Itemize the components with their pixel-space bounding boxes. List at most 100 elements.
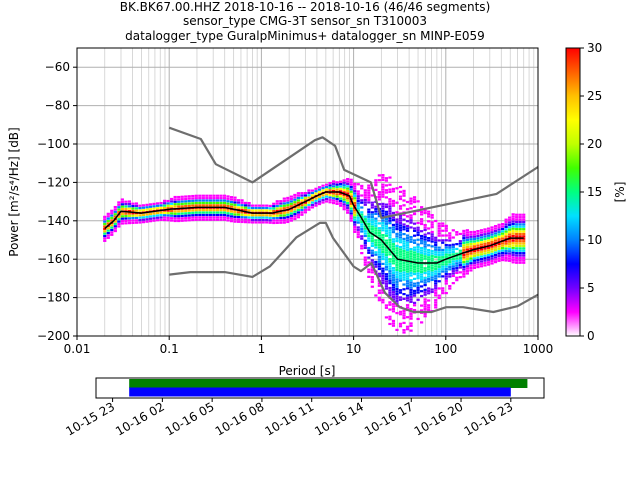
- density-cell: [391, 271, 396, 275]
- density-cell: [367, 270, 371, 274]
- density-cell: [420, 268, 424, 271]
- density-cell: [134, 209, 139, 212]
- density-cell: [423, 293, 427, 296]
- density-cell: [282, 199, 286, 203]
- density-cell: [212, 201, 216, 205]
- density-cell: [328, 198, 332, 201]
- density-cell: [170, 205, 174, 208]
- density-cell: [360, 230, 364, 233]
- density-cell: [243, 201, 248, 205]
- density-cell: [103, 225, 107, 228]
- density-cell: [268, 214, 272, 217]
- density-cell: [381, 301, 385, 304]
- density-cell: [469, 245, 473, 248]
- density-cell: [465, 248, 469, 251]
- density-cell: [247, 221, 251, 224]
- density-cell: [363, 189, 367, 192]
- density-cell: [430, 278, 434, 282]
- density-cell: [405, 208, 410, 211]
- density-cell: [243, 213, 248, 217]
- density-cell: [402, 314, 406, 317]
- density-cell: [127, 205, 131, 208]
- density-cell: [427, 251, 431, 254]
- density-cell: [377, 263, 381, 266]
- density-cell: [412, 256, 417, 259]
- density-cell: [448, 285, 452, 288]
- density-cell: [412, 308, 417, 312]
- density-cell: [265, 209, 269, 212]
- density-cell: [448, 273, 452, 276]
- density-cell: [398, 229, 403, 232]
- density-cell: [402, 331, 406, 334]
- density-cell: [261, 216, 265, 219]
- density-cell: [377, 246, 381, 249]
- density-cell: [522, 247, 526, 250]
- density-cell: [363, 196, 367, 199]
- density-cell: [138, 207, 142, 210]
- density-cell: [226, 212, 230, 215]
- density-cell: [515, 256, 519, 260]
- density-cell: [409, 271, 413, 275]
- density-cell: [388, 243, 392, 246]
- density-cell: [272, 219, 276, 222]
- density-cell: [472, 233, 477, 236]
- density-cell: [349, 209, 353, 213]
- density-cell: [127, 207, 131, 210]
- density-cell: [360, 211, 364, 214]
- density-cell: [377, 191, 381, 194]
- density-cell: [472, 242, 477, 246]
- density-cell: [391, 243, 396, 246]
- density-cell: [328, 189, 332, 192]
- density-cell: [515, 249, 519, 252]
- density-cell: [409, 240, 413, 243]
- density-cell: [441, 287, 445, 290]
- density-cell: [444, 255, 448, 259]
- density-cell: [163, 202, 167, 205]
- density-cell: [205, 218, 209, 221]
- density-cell: [381, 188, 385, 191]
- density-cell: [370, 271, 374, 274]
- density-cell: [409, 250, 413, 253]
- density-cell: [127, 219, 131, 222]
- density-cell: [103, 222, 107, 226]
- density-cell: [261, 209, 265, 212]
- density-cell: [384, 205, 389, 209]
- density-cell: [198, 211, 202, 214]
- density-cell: [226, 204, 230, 208]
- density-cell: [437, 258, 441, 261]
- density-cell: [469, 230, 473, 234]
- density-cell: [332, 185, 336, 188]
- density-cell: [339, 195, 343, 198]
- density-cell: [423, 240, 427, 243]
- density-cell: [430, 271, 434, 274]
- density-cell: [173, 217, 177, 220]
- density-cell: [458, 249, 462, 252]
- density-cell: [177, 219, 181, 223]
- density-cell: [515, 235, 519, 238]
- density-cell: [370, 220, 374, 224]
- colorbar-tick-label: 30: [587, 41, 602, 55]
- density-cell: [420, 256, 424, 259]
- density-cell: [314, 187, 318, 190]
- density-cell: [377, 174, 381, 177]
- density-cell: [430, 257, 434, 260]
- density-cell: [124, 222, 128, 225]
- density-cell: [398, 274, 403, 277]
- density-cell: [219, 201, 223, 205]
- density-cell: [212, 194, 216, 197]
- density-cell: [388, 226, 392, 230]
- density-cell: [430, 254, 434, 258]
- density-cell: [243, 209, 248, 212]
- density-cell: [296, 208, 300, 212]
- density-cell: [303, 201, 308, 204]
- density-cell: [314, 197, 318, 200]
- density-cell: [272, 205, 276, 208]
- density-cell: [282, 219, 286, 222]
- density-cell: [423, 281, 427, 284]
- density-cell: [522, 242, 526, 245]
- density-cell: [455, 267, 459, 270]
- density-cell: [409, 317, 413, 320]
- density-cell: [515, 240, 519, 243]
